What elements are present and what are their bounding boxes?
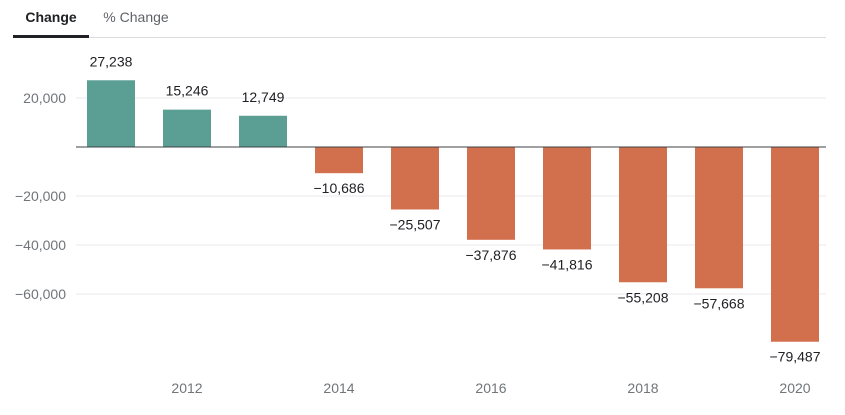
bar xyxy=(315,147,363,174)
tab-bar: Change % Change xyxy=(13,0,826,38)
data-label: −37,876 xyxy=(466,247,517,263)
x-tick-label: 2014 xyxy=(323,380,354,396)
bar xyxy=(239,115,287,147)
x-tick-label: 2020 xyxy=(779,380,810,396)
bar xyxy=(619,147,667,283)
data-label: −25,507 xyxy=(390,216,441,232)
y-tick-label: −60,000 xyxy=(15,286,66,302)
x-tick-label: 2012 xyxy=(171,380,202,396)
data-label: −10,686 xyxy=(314,180,365,196)
bar xyxy=(87,80,135,147)
tab-percent-change[interactable]: % Change xyxy=(103,9,169,25)
bar xyxy=(467,147,515,240)
data-label: −57,668 xyxy=(694,295,745,311)
x-tick-label: 2016 xyxy=(475,380,506,396)
data-label: 12,749 xyxy=(242,89,285,105)
data-label: −41,816 xyxy=(542,256,593,272)
tab-change[interactable]: Change xyxy=(13,0,89,38)
y-tick-label: −40,000 xyxy=(15,237,66,253)
data-label: 27,238 xyxy=(90,53,133,69)
data-label: −55,208 xyxy=(618,289,669,305)
bar xyxy=(695,147,743,289)
bar xyxy=(771,147,819,342)
bar xyxy=(543,147,591,250)
bar xyxy=(163,109,211,147)
data-label: 15,246 xyxy=(166,83,209,99)
y-tick-label: −20,000 xyxy=(15,188,66,204)
data-label: −79,487 xyxy=(770,349,821,365)
y-tick-label: 20,000 xyxy=(23,90,66,106)
bar xyxy=(391,147,439,210)
x-tick-label: 2018 xyxy=(627,380,658,396)
